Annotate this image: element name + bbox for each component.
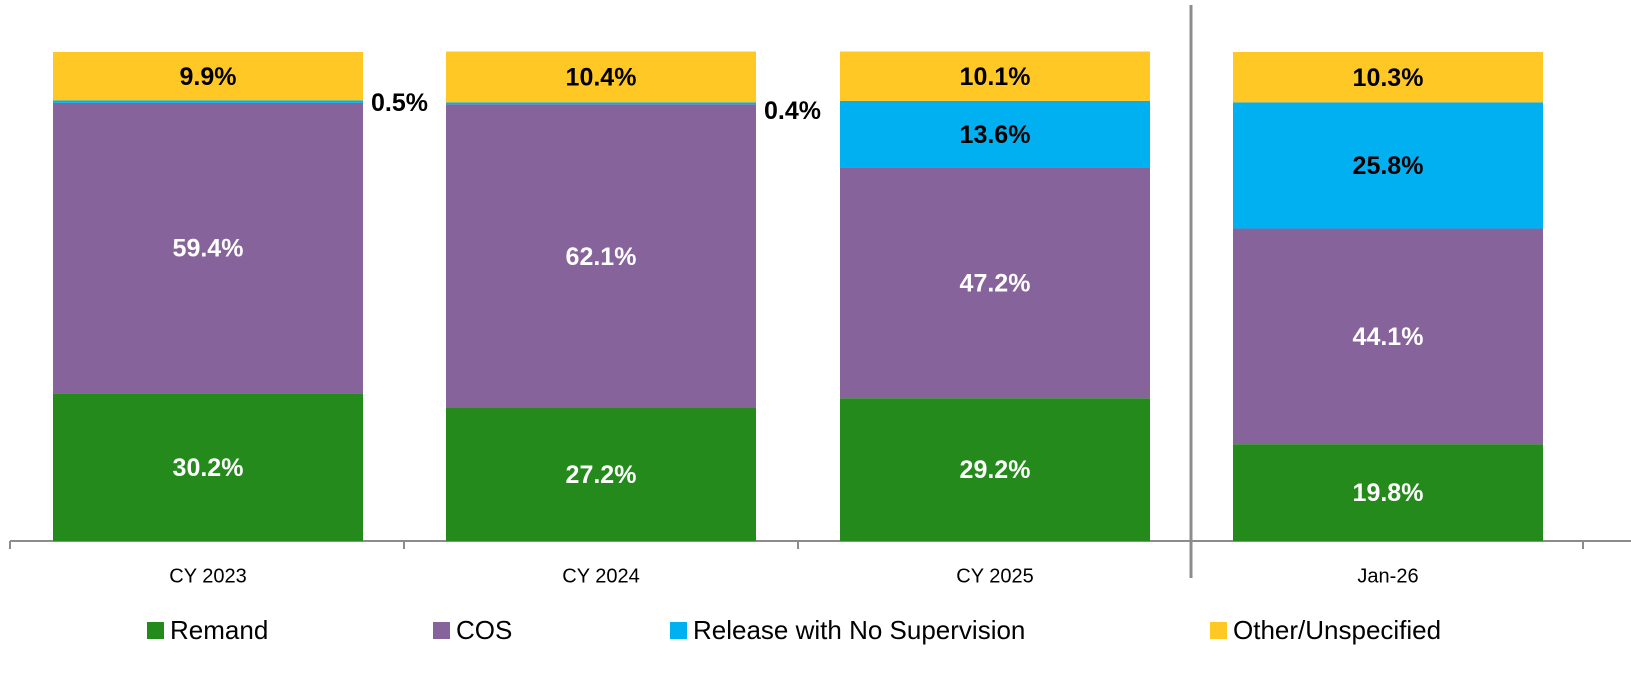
legend-swatch [147,622,164,639]
legend-label: COS [456,615,512,645]
data-label: 29.2% [960,456,1031,484]
data-label: 10.1% [960,63,1031,91]
bar-segment [53,52,363,101]
data-label: 0.5% [371,89,428,117]
data-label: 44.1% [1353,323,1424,351]
x-tick-label: CY 2025 [956,565,1033,587]
bar-segment [840,100,1150,168]
bar-segment [1233,444,1543,541]
data-label: 25.8% [1353,152,1424,180]
bar-segment [1233,102,1543,229]
legend-swatch [670,622,687,639]
bar-segment [1233,228,1543,445]
data-label: 9.9% [180,63,237,91]
bar-segment [53,393,363,541]
data-label: 47.2% [960,269,1031,297]
data-label: 19.8% [1353,479,1424,507]
legend-label: Remand [170,615,268,645]
data-label: 30.2% [173,454,244,482]
bar-segment [53,100,363,103]
x-tick-label: CY 2024 [562,565,639,587]
bar-segment [53,102,363,394]
bar-segment [446,102,756,105]
bar-segment [446,51,756,103]
bar-segment [446,407,756,541]
x-tick-label: Jan-26 [1357,565,1418,587]
data-label: 0.4% [764,97,821,125]
data-label: 13.6% [960,121,1031,149]
legend-swatch [433,622,450,639]
legend-swatch [1210,622,1227,639]
bar-segment [840,398,1150,541]
bar-segment [840,51,1150,101]
x-tick-label: CY 2023 [169,565,246,587]
data-label: 10.4% [566,64,637,92]
data-label: 59.4% [173,235,244,263]
data-label: 10.3% [1353,64,1424,92]
legend-label: Release with No Supervision [693,615,1025,645]
bar-segment [446,104,756,408]
data-label: 62.1% [566,243,637,271]
bar-segment [1233,52,1543,103]
legend-label: Other/Unspecified [1233,615,1441,645]
bar-segment [840,167,1150,399]
data-label: 27.2% [566,461,637,489]
